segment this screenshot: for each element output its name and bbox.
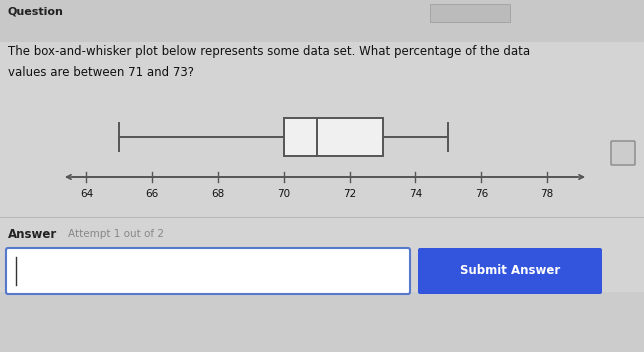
Text: 74: 74 xyxy=(409,189,422,199)
FancyBboxPatch shape xyxy=(6,248,410,294)
Text: 70: 70 xyxy=(278,189,290,199)
Text: 64: 64 xyxy=(80,189,93,199)
Text: Attempt 1 out of 2: Attempt 1 out of 2 xyxy=(68,229,164,239)
FancyBboxPatch shape xyxy=(611,141,635,165)
Bar xyxy=(0,0,644,42)
Text: values are between 71 and 73?: values are between 71 and 73? xyxy=(8,65,194,78)
FancyBboxPatch shape xyxy=(418,248,602,294)
Bar xyxy=(284,118,383,156)
Text: 76: 76 xyxy=(475,189,488,199)
Bar xyxy=(430,4,510,22)
Text: Submit Answer: Submit Answer xyxy=(460,264,560,277)
Text: Answer: Answer xyxy=(8,227,57,240)
Text: 72: 72 xyxy=(343,189,356,199)
Text: 68: 68 xyxy=(211,189,225,199)
Text: Question: Question xyxy=(8,7,64,17)
Bar xyxy=(0,0,644,292)
Text: The box-and-whisker plot below represents some data set. What percentage of the : The box-and-whisker plot below represent… xyxy=(8,45,530,58)
Text: 66: 66 xyxy=(146,189,159,199)
Text: 78: 78 xyxy=(540,189,554,199)
